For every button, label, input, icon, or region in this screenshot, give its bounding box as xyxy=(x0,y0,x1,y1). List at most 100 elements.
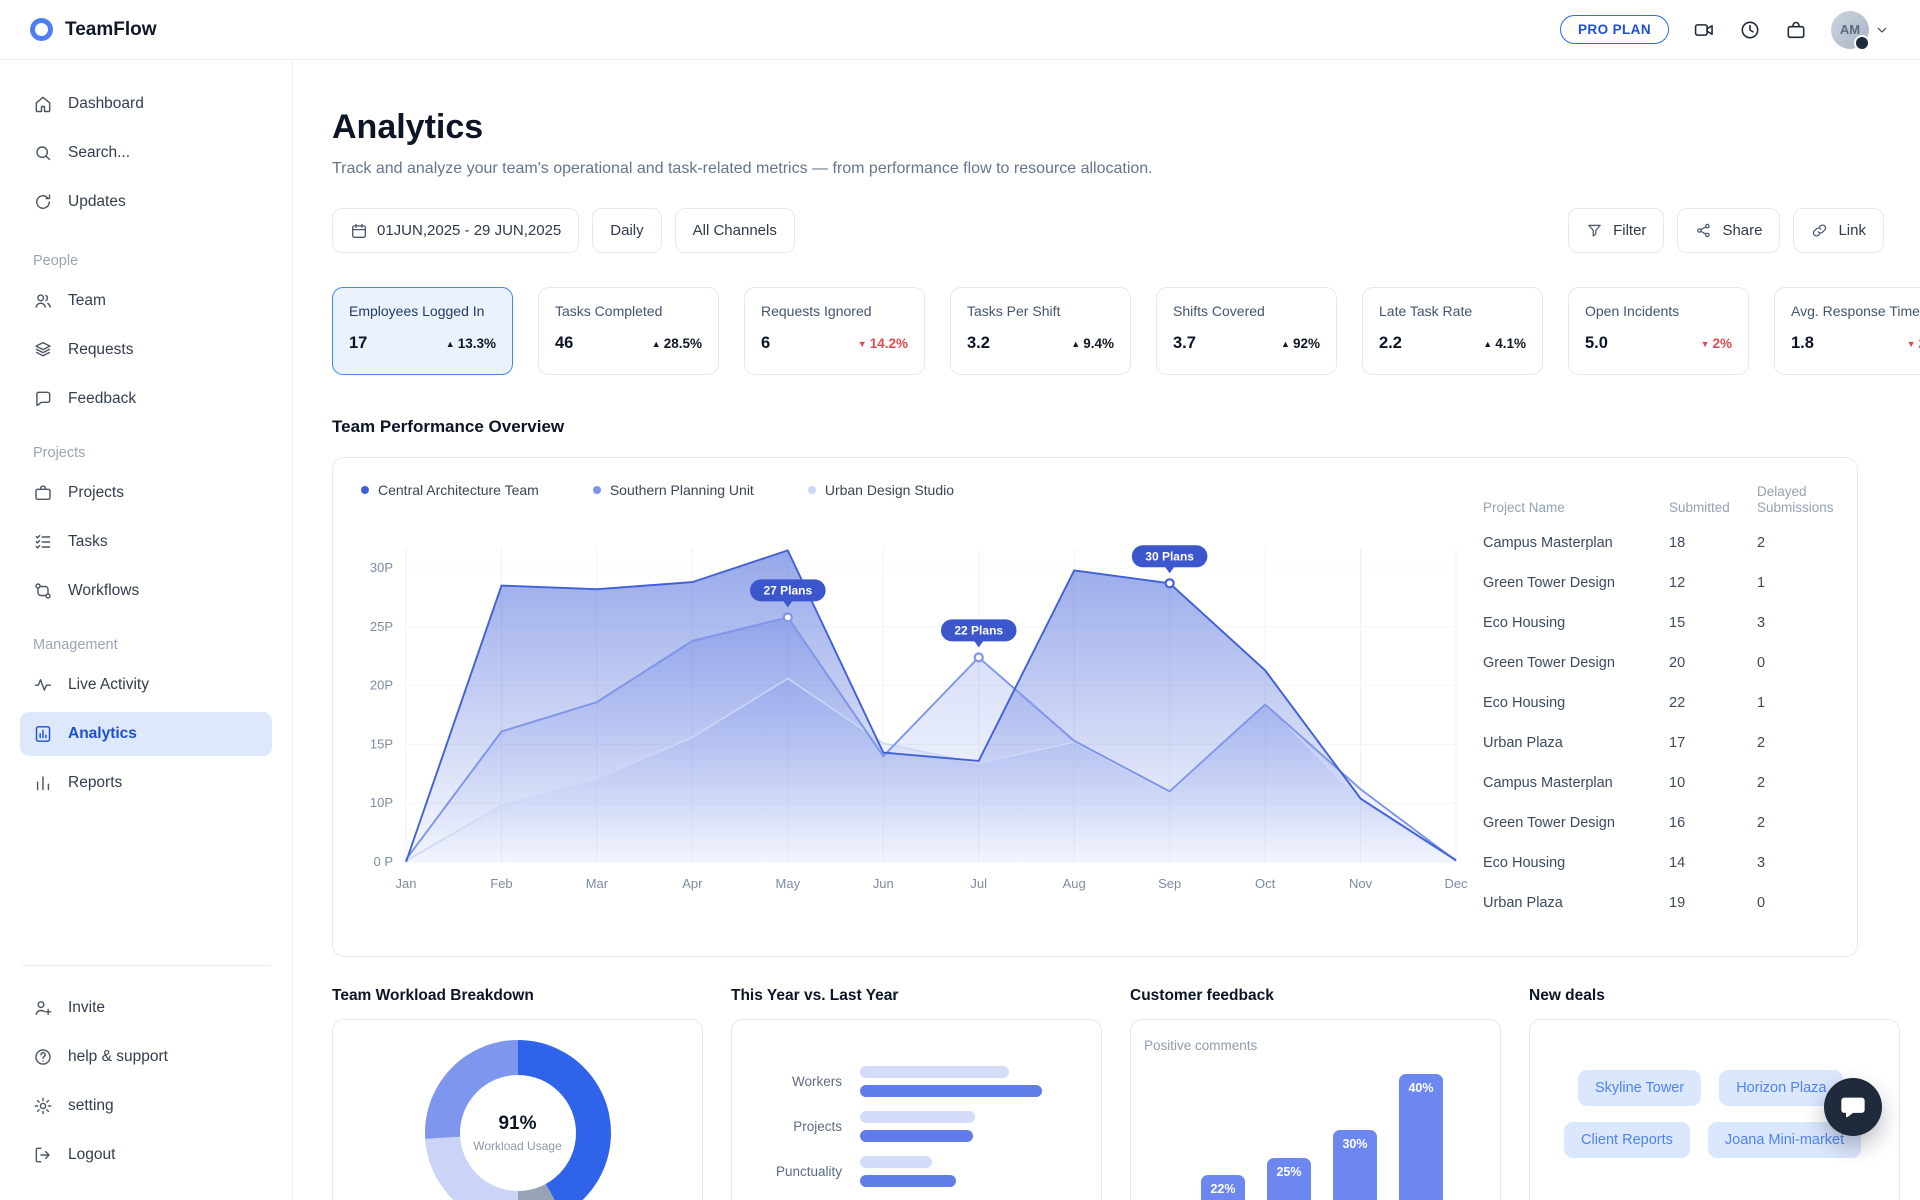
sidebar-item-analytics[interactable]: Analytics xyxy=(20,712,272,756)
table-row[interactable]: Eco Housing 15 3 xyxy=(1483,603,1835,643)
filter-button[interactable]: Filter xyxy=(1568,208,1665,253)
table-row[interactable]: Campus Masterplan 18 2 xyxy=(1483,523,1835,563)
feedback-bar[interactable]: 40% xyxy=(1399,1074,1443,1200)
kpi-card-tasks-completed[interactable]: Tasks Completed 46 ▲ 28.5% xyxy=(538,287,719,375)
kpi-card-late-task-rate[interactable]: Late Task Rate 2.2 ▲ 4.1% xyxy=(1362,287,1543,375)
feedback-bar[interactable]: 25% xyxy=(1267,1158,1311,1200)
table-row[interactable]: Eco Housing 22 1 xyxy=(1483,683,1835,723)
workload-donut-chart[interactable]: 91% Workload Usage xyxy=(424,1040,611,1200)
bar-top[interactable] xyxy=(860,1111,976,1123)
kpi-card-tasks-per-shift[interactable]: Tasks Per Shift 3.2 ▲ 9.4% xyxy=(950,287,1131,375)
user-menu[interactable]: AM xyxy=(1831,10,1890,51)
cell-submitted: 18 xyxy=(1669,535,1686,552)
sidebar-item-setting[interactable]: setting xyxy=(20,1084,272,1128)
legend-dot-icon xyxy=(592,486,601,494)
cell-delayed-submissions: 2 xyxy=(1757,815,1766,832)
kpi-card-employees-logged-in[interactable]: Employees Logged In 17 ▲ 13.3% xyxy=(332,287,513,375)
deal-chip-skyline-tower[interactable]: Skyline Tower xyxy=(1578,1070,1702,1106)
cell-project-name: Campus Masterplan xyxy=(1483,775,1613,792)
projects-table: Project Name Submitted Delayed Submissio… xyxy=(1483,484,1835,923)
deal-chip-client-reports[interactable]: Client Reports xyxy=(1564,1122,1690,1158)
avatar: AM xyxy=(1831,10,1870,51)
kpi-delta: ▼2% xyxy=(1907,336,1920,351)
bar-pair xyxy=(860,1111,976,1142)
svg-text:30P: 30P xyxy=(370,560,393,575)
year-compare-section: This Year vs. Last Year Workers Projects… xyxy=(731,987,1102,1200)
sidebar-item-help-support[interactable]: help & support xyxy=(20,1035,272,1079)
feedback-bar[interactable]: 30% xyxy=(1333,1130,1377,1200)
sidebar-item-label: Tasks xyxy=(68,533,108,550)
table-row[interactable]: Green Tower Design 12 1 xyxy=(1483,563,1835,603)
sidebar-item-requests[interactable]: Requests xyxy=(20,328,272,372)
table-row[interactable]: Green Tower Design 16 2 xyxy=(1483,803,1835,843)
feedback-bar-label: 25% xyxy=(1276,1165,1302,1179)
kpi-delta: ▲ 92% xyxy=(1281,336,1320,351)
clock-icon[interactable] xyxy=(1739,19,1761,41)
legend-item-urban-design-studio[interactable]: Urban Design Studio xyxy=(807,482,955,498)
bar-bottom[interactable] xyxy=(860,1130,973,1142)
sidebar-item-team[interactable]: Team xyxy=(20,279,272,323)
sidebar-item-reports[interactable]: Reports xyxy=(20,761,272,805)
deal-chip-horizon-plaza[interactable]: Horizon Plaza xyxy=(1719,1070,1844,1106)
sidebar-item-updates[interactable]: Updates xyxy=(20,180,272,224)
sidebar-item-dashboard[interactable]: Dashboard xyxy=(20,82,272,126)
sidebar-item-tasks[interactable]: Tasks xyxy=(20,520,272,564)
year-compare-title: This Year vs. Last Year xyxy=(731,987,899,1004)
sidebar-item-live-activity[interactable]: Live Activity xyxy=(20,663,272,707)
bar-top[interactable] xyxy=(860,1156,932,1168)
chat-bubble-icon xyxy=(1841,1097,1865,1118)
svg-text:Jun: Jun xyxy=(873,876,894,891)
bar-bottom[interactable] xyxy=(860,1085,1043,1097)
table-row[interactable]: Eco Housing 14 3 xyxy=(1483,843,1835,883)
feedback-bar[interactable]: 22% xyxy=(1201,1175,1245,1200)
kpi-card-requests-ignored[interactable]: Requests Ignored 6 ▼ 14.2% xyxy=(744,287,925,375)
analytics-icon xyxy=(33,724,53,744)
bar-bottom[interactable] xyxy=(860,1175,956,1187)
channels-button[interactable]: All Channels xyxy=(674,208,795,253)
teamflow-logo-icon xyxy=(30,18,53,41)
table-row[interactable]: Urban Plaza 19 0 xyxy=(1483,883,1835,923)
kpi-value-row: 3.7 ▲ 92% xyxy=(1173,334,1320,353)
kpi-value: 46 xyxy=(555,334,574,352)
bag-icon[interactable] xyxy=(1785,19,1807,41)
date-range-button[interactable]: 01JUN,2025 - 29 JUN,2025 xyxy=(332,208,580,253)
help-icon xyxy=(33,1047,53,1067)
kpi-value: 1.8 xyxy=(1791,334,1814,352)
table-row[interactable]: Urban Plaza 17 2 xyxy=(1483,723,1835,763)
chat-fab-button[interactable] xyxy=(1824,1078,1882,1136)
sidebar-divider xyxy=(22,965,270,966)
kpi-row: Employees Logged In 17 ▲ 13.3% Tasks Comp… xyxy=(332,287,1920,375)
bar-top[interactable] xyxy=(860,1066,1009,1078)
chat-icon xyxy=(33,389,53,409)
kpi-card-avg-response-time[interactable]: Avg. Response Time 1.8 ▼2% xyxy=(1774,287,1920,375)
sidebar-item-projects[interactable]: Projects xyxy=(20,471,272,515)
sidebar-item-workflows[interactable]: Workflows xyxy=(20,569,272,613)
kpi-card-open-incidents[interactable]: Open Incidents 5.0 ▼ 2% xyxy=(1568,287,1749,375)
video-icon[interactable] xyxy=(1693,19,1715,41)
link-button[interactable]: Link xyxy=(1793,208,1884,253)
share-button[interactable]: Share xyxy=(1677,208,1781,253)
legend-label: Urban Design Studio xyxy=(824,482,955,498)
donut-center-label: Workload Usage xyxy=(473,1139,562,1153)
sidebar-item-logout[interactable]: Logout xyxy=(20,1133,272,1177)
table-row[interactable]: Green Tower Design 20 0 xyxy=(1483,643,1835,683)
legend-item-southern-planning-unit[interactable]: Southern Planning Unit xyxy=(592,482,754,498)
brand[interactable]: TeamFlow xyxy=(30,18,157,41)
kpi-delta: ▼ 14.2% xyxy=(857,336,908,351)
plan-badge[interactable]: PRO PLAN xyxy=(1560,15,1669,44)
table-row[interactable]: Campus Masterplan 10 2 xyxy=(1483,763,1835,803)
feedback-subtitle: Positive comments xyxy=(1144,1038,1258,1053)
report-icon xyxy=(33,773,53,793)
kpi-card-shifts-covered[interactable]: Shifts Covered 3.7 ▲ 92% xyxy=(1156,287,1337,375)
sidebar-item-feedback[interactable]: Feedback xyxy=(20,377,272,421)
sidebar-item-search[interactable]: Search... xyxy=(20,131,272,175)
sidebar-item-invite[interactable]: Invite xyxy=(20,986,272,1030)
users-icon xyxy=(33,291,53,311)
chart-legend: Central Architecture Team Southern Plann… xyxy=(361,482,954,498)
granularity-button[interactable]: Daily xyxy=(592,208,662,253)
svg-text:10P: 10P xyxy=(370,795,393,810)
share-label: Share xyxy=(1722,222,1763,239)
legend-item-central-architecture-team[interactable]: Central Architecture Team xyxy=(361,482,539,498)
feedback-title: Customer feedback xyxy=(1130,987,1274,1004)
